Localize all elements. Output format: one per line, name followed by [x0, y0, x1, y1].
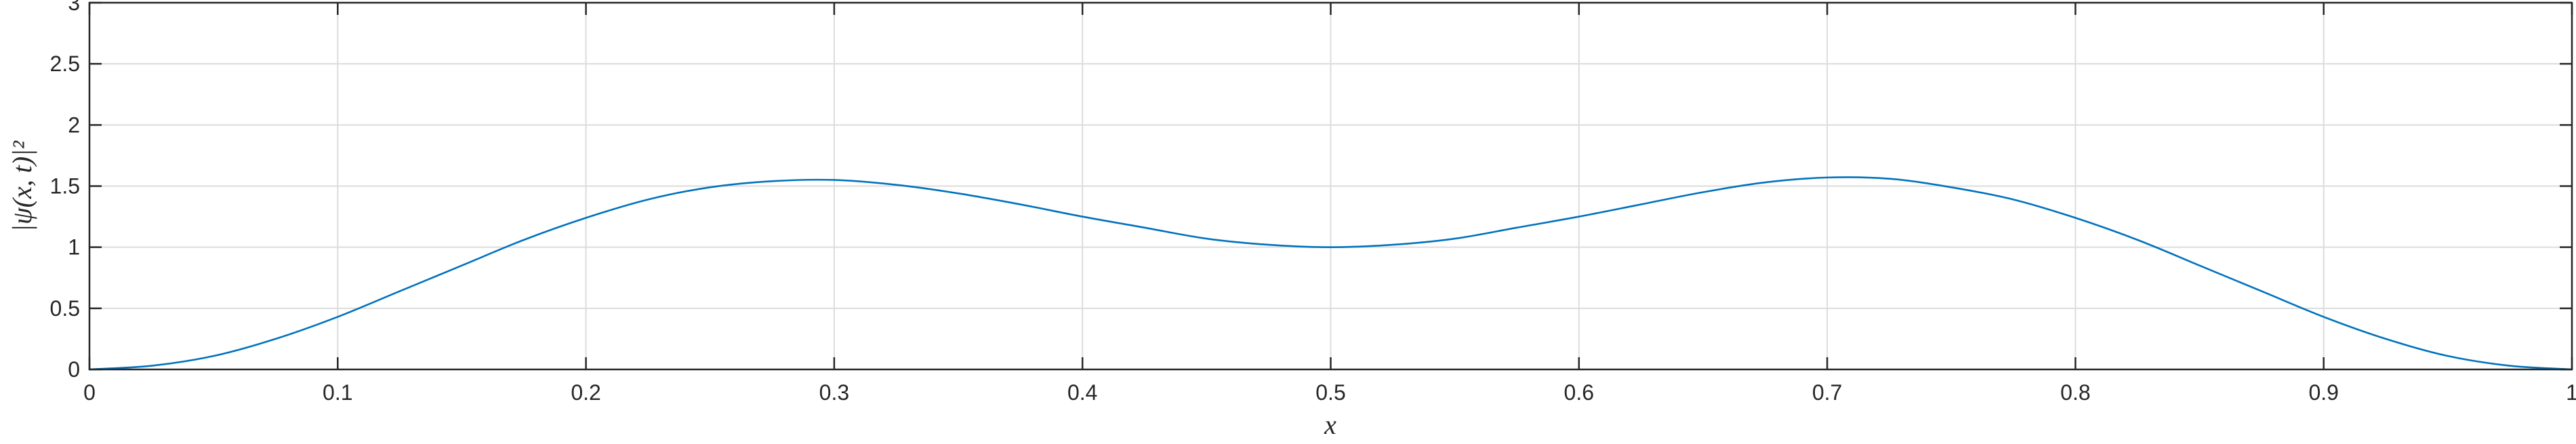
x-tick-label: 0.7	[1812, 380, 1842, 405]
y-tick-label: 2.5	[50, 52, 80, 76]
x-tick-label: 0.5	[1315, 380, 1345, 405]
y-tick-label: 3	[68, 0, 80, 15]
x-tick-label: 1	[2566, 380, 2576, 405]
x-tick-label: 0	[83, 380, 96, 405]
y-axis-label: |ψ(x, t)|²	[7, 140, 37, 232]
x-tick-label: 0.1	[323, 380, 352, 405]
grid	[89, 2, 2573, 370]
x-tick-label: 0.2	[571, 380, 600, 405]
series-line-0	[88, 176, 2573, 371]
y-tick-label: 2	[68, 113, 80, 137]
x-tick-label: 0.4	[1067, 380, 1097, 405]
y-tick-label: 1.5	[50, 174, 80, 199]
y-tick-label: 0	[68, 357, 80, 382]
x-tick-label: 0.8	[2060, 380, 2090, 405]
y-tick-label: 1	[68, 235, 80, 260]
tick-labels: 0 0.1 0.2 0.3 0.4 0.5 0.6 0.7 0.8 0.9 1 0 0.5 1 1.5 2 2.…	[50, 0, 2576, 405]
x-tick-label: 0.6	[1564, 380, 1594, 405]
x-axis-label: x	[1324, 409, 1336, 440]
x-tick-label: 0.3	[819, 380, 849, 405]
series-layer	[88, 176, 2573, 371]
ticks	[88, 1, 2573, 371]
x-tick-label: 0.9	[2308, 380, 2338, 405]
y-tick-label: 0.5	[50, 296, 80, 321]
